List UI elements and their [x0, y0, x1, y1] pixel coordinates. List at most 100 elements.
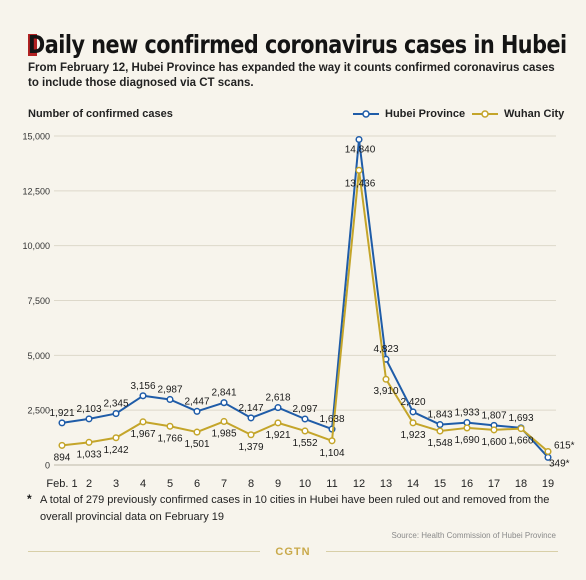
- data-point-wuhan: [328, 437, 336, 445]
- x-tick-label: 17: [488, 478, 500, 490]
- data-point-wuhan: [220, 417, 228, 426]
- data-point-hubei: [58, 419, 66, 427]
- data-point-hubei: [436, 421, 444, 429]
- legend-swatch-hubei: [353, 110, 379, 118]
- data-point-wuhan: [544, 447, 552, 456]
- data-label-wuhan: 1,660: [508, 436, 533, 447]
- data-point-wuhan: [436, 427, 444, 435]
- data-label-hubei: 2,147: [238, 403, 263, 414]
- y-tick-label: 15,000: [22, 132, 50, 142]
- data-point-wuhan: [247, 431, 255, 439]
- data-point-wuhan: [463, 424, 471, 432]
- data-point-wuhan: [382, 375, 390, 383]
- y-tick-label: 0: [45, 461, 50, 471]
- y-tick-label: 7,500: [27, 296, 50, 306]
- brand-logo: CGTN: [275, 546, 311, 558]
- x-tick-label: 14: [407, 478, 419, 490]
- data-label-wuhan: 1,548: [427, 438, 452, 449]
- x-tick-label: Feb. 1: [46, 478, 77, 490]
- data-label-hubei: 1,921: [49, 408, 74, 419]
- data-label-wuhan: 1,921: [265, 430, 290, 441]
- data-label-wuhan: 1,985: [211, 428, 236, 439]
- x-tick-label: 12: [353, 478, 365, 490]
- data-label-wuhan: 1,690: [454, 435, 479, 446]
- data-label-wuhan: 1,600: [481, 437, 506, 448]
- legend-item-hubei: Hubei Province: [353, 107, 465, 121]
- x-tick-label: 3: [113, 478, 119, 490]
- data-point-wuhan: [166, 422, 174, 430]
- data-point-wuhan: [193, 428, 201, 436]
- footnote-marker: *: [27, 492, 32, 506]
- data-label-wuhan: 894: [54, 452, 71, 463]
- x-tick-label: 4: [140, 478, 146, 490]
- data-point-hubei: [409, 408, 417, 416]
- data-label-wuhan: 1,501: [184, 439, 209, 450]
- data-point-hubei: [247, 414, 255, 422]
- data-point-hubei: [166, 395, 174, 404]
- chart-title: Daily new confirmed coronavirus cases in…: [28, 30, 567, 59]
- data-label-hubei: 1,693: [508, 413, 533, 424]
- line-chart: 0 2,500 5,000 7,500 10,000 12,500 15,000 Feb. 1…: [22, 132, 575, 491]
- data-label-hubei: 2,420: [400, 397, 425, 408]
- x-tick-label: 6: [194, 478, 200, 490]
- data-label-hubei: 1,843: [427, 410, 452, 421]
- data-label-wuhan: 13,436: [345, 178, 376, 189]
- data-label-hubei: 1,807: [481, 410, 506, 421]
- legend-label-wuhan: Wuhan City: [504, 108, 565, 120]
- title-accent-bar: [28, 34, 37, 56]
- data-label-hubei: 2,618: [265, 393, 290, 404]
- data-point-hubei: [112, 410, 120, 418]
- data-label-hubei: 2,103: [76, 404, 101, 415]
- data-point-wuhan: [85, 438, 93, 446]
- y-axis-label: Number of confirmed cases: [28, 108, 173, 120]
- data-label-hubei: 2,841: [211, 388, 236, 399]
- data-point-wuhan: [355, 166, 363, 174]
- y-tick-label: 2,500: [27, 406, 50, 416]
- data-point-wuhan: [274, 419, 282, 427]
- legend-swatch-wuhan: [472, 110, 498, 118]
- data-label-wuhan: 615*: [554, 441, 575, 452]
- x-tick-label: 5: [167, 478, 173, 490]
- data-label-wuhan: 3,910: [373, 386, 398, 397]
- data-label-wuhan: 1,379: [238, 442, 263, 453]
- data-point-hubei: [139, 392, 147, 400]
- data-label-wuhan: 1,923: [400, 430, 425, 441]
- data-point-hubei: [193, 407, 201, 415]
- x-tick-label: 9: [275, 478, 281, 490]
- data-point-wuhan: [490, 426, 498, 434]
- x-tick-label: 10: [299, 478, 311, 490]
- footnote: A total of 279 previously confirmed case…: [40, 494, 550, 523]
- data-label-wuhan: 1,242: [103, 445, 128, 456]
- data-label-wuhan: 1,104: [319, 448, 344, 459]
- data-label-wuhan: 1,967: [130, 429, 155, 440]
- data-label-wuhan: 1,552: [292, 438, 317, 449]
- data-point-hubei: [301, 415, 309, 423]
- data-label-hubei: 2,097: [292, 404, 317, 415]
- data-point-hubei: [220, 399, 228, 407]
- data-label-hubei: 2,447: [184, 396, 209, 407]
- x-tick-label: 7: [221, 478, 227, 490]
- data-point-wuhan: [112, 434, 120, 442]
- x-tick-label: 19: [542, 478, 554, 490]
- data-label-hubei: 1,933: [454, 408, 479, 419]
- data-point-wuhan: [517, 425, 525, 433]
- chart-subtitle: From February 12, Hubei Province has exp…: [28, 62, 555, 89]
- legend-item-wuhan: Wuhan City: [472, 107, 564, 121]
- x-tick-label: 2: [86, 478, 92, 490]
- data-label-hubei: 3,156: [130, 381, 155, 392]
- legend-label-hubei: Hubei Province: [385, 108, 466, 120]
- data-label-wuhan: 1,033: [76, 449, 101, 460]
- data-point-hubei: [274, 404, 282, 412]
- data-label-hubei: 2,345: [103, 399, 128, 410]
- footer-divider-left: [28, 551, 260, 552]
- data-label-wuhan: 1,766: [157, 433, 182, 444]
- x-tick-label: 15: [434, 478, 446, 490]
- y-tick-label: 10,000: [22, 241, 50, 251]
- source-note: Source: Health Commission of Hubei Provi…: [391, 531, 556, 540]
- data-label-hubei: 14,840: [345, 145, 376, 156]
- y-tick-label: 12,500: [22, 186, 50, 196]
- data-label-hubei: 349*: [549, 458, 570, 469]
- data-label-hubei: 4,823: [373, 344, 398, 355]
- data-point-wuhan: [301, 427, 309, 435]
- data-point-wuhan: [409, 419, 417, 427]
